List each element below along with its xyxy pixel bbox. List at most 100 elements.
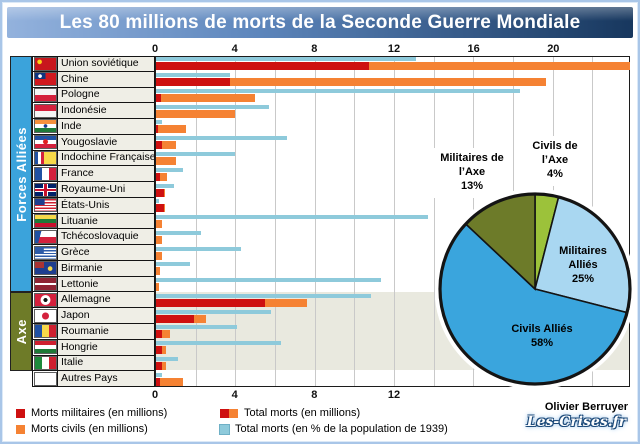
country-label: Hongrie [61, 340, 98, 353]
deaths-stacked-bar [156, 141, 630, 150]
civilian-deaths-bar [156, 283, 159, 292]
country-flag-icon [34, 262, 56, 275]
country-bars [155, 119, 630, 135]
deaths-stacked-bar [156, 156, 630, 165]
country-row: Royaume-Uni [32, 182, 630, 198]
country-row: États-Unis [32, 197, 630, 214]
country-row: Italie [32, 355, 630, 372]
country-row: Grèce [32, 245, 630, 261]
civilian-deaths-bar [156, 109, 236, 118]
country-bars [155, 166, 630, 182]
country-label-cell: France [58, 166, 155, 183]
country-row: France [32, 166, 630, 183]
civilian-deaths-bar [368, 62, 630, 71]
country-rows: Union soviétique Chine Pologne Indonésie Ind… [10, 56, 630, 388]
military-deaths-bar [156, 346, 162, 355]
civilian-deaths-bar [161, 361, 166, 370]
country-flag-icon [34, 183, 56, 196]
pct-population-bar [156, 230, 201, 235]
country-row: Lituanie [32, 213, 630, 230]
pie-label-militaires-allies-name: Militaires Alliés [559, 245, 607, 271]
civilian-deaths-bar [156, 267, 160, 276]
country-label: Inde [61, 119, 82, 132]
deaths-stacked-bar [156, 235, 630, 244]
deaths-stacked-bar [156, 251, 630, 260]
country-flag-cell [32, 197, 58, 214]
military-deaths-bar [156, 204, 164, 213]
pie-label-militaires-axe-value: 13% [460, 179, 484, 192]
country-bars [155, 182, 630, 198]
military-swatch-icon [16, 408, 25, 418]
country-flag-cell [32, 150, 58, 167]
civilian-deaths-bar [156, 220, 162, 229]
country-flag-icon [34, 372, 56, 385]
legend-label-total-pct: Total morts (en % de la population de 19… [235, 423, 448, 435]
gridline [393, 57, 395, 386]
top-x-axis-track: 0 4 8 12 16 20 [151, 39, 630, 56]
pct-population-bar [156, 372, 162, 377]
x-axis-tick-label: 20 [547, 43, 560, 55]
country-flag-icon [34, 136, 56, 149]
pie-label-civils-axe: Civils de l’Axe 4% [518, 136, 592, 186]
deaths-stacked-bar [156, 267, 630, 276]
military-deaths-bar [156, 314, 194, 323]
legend-item-morts-militaires: Morts militaires (en millions) [16, 407, 167, 419]
x-axis-tick-label: 16 [467, 43, 480, 55]
country-label: Chine [61, 72, 89, 85]
x-axis-tick-label: 8 [311, 43, 318, 55]
military-deaths-bar [156, 125, 158, 134]
deaths-stacked-bar [156, 377, 630, 386]
deaths-stacked-bar [156, 109, 630, 118]
country-flag-cell [32, 308, 58, 325]
pct-population-bar [156, 325, 238, 330]
total-swatch-icon [220, 408, 238, 418]
country-flag-cell [32, 182, 58, 198]
x-axis-tick-label: 0 [151, 389, 159, 401]
site-logo: Les-Crises.fr [526, 414, 626, 430]
country-bars [155, 88, 630, 104]
deaths-stacked-bar [156, 93, 630, 102]
x-axis-tick-label: 0 [151, 43, 159, 55]
country-bars [155, 356, 630, 372]
country-flag-icon [34, 230, 56, 243]
civilian-deaths-bar [161, 330, 170, 339]
country-flag-icon [34, 309, 56, 322]
deaths-stacked-bar [156, 172, 630, 181]
country-label-cell: Roumanie [58, 324, 155, 340]
country-bars [155, 151, 630, 167]
country-label: Royaume-Uni [61, 183, 126, 195]
country-row: Hongrie [32, 339, 630, 356]
military-deaths-bar [156, 330, 162, 339]
country-row: Chine [32, 71, 630, 88]
pct-population-bar [156, 120, 162, 125]
legend: Morts militaires (en millions) Morts civ… [10, 404, 510, 438]
country-bars [155, 135, 630, 151]
country-label-cell: Yougoslavie [58, 134, 155, 151]
deaths-stacked-bar [156, 314, 630, 323]
country-bars [155, 261, 630, 277]
civilian-deaths-bar [156, 251, 162, 260]
country-label: Union soviétique [61, 57, 139, 70]
country-flag-icon [34, 88, 56, 101]
bottom-x-axis-track: 0 4 8 12 [151, 388, 630, 403]
country-flag-cell [32, 324, 58, 340]
pie-label-civils-allies-name: Civils Alliés [511, 323, 573, 335]
country-bars [155, 103, 630, 119]
country-bars [155, 72, 630, 88]
deaths-stacked-bar [156, 283, 630, 292]
pie-label-militaires-axe-name: Militaires de l’Axe [440, 152, 504, 179]
country-flag-cell [32, 260, 58, 277]
top-x-axis: 0 4 8 12 16 20 [10, 39, 630, 56]
country-label-cell: Allemagne [58, 292, 155, 309]
pct-population-bar [156, 136, 288, 141]
author-credit: Olivier Berruyer [544, 401, 628, 413]
country-label-cell: Union soviétique [58, 56, 155, 72]
country-flag-icon [34, 151, 56, 164]
country-label-cell: Birmanie [58, 260, 155, 277]
country-bars [155, 308, 630, 324]
country-label: Grèce [61, 246, 90, 259]
military-deaths-bar [156, 93, 161, 102]
deaths-stacked-bar [156, 188, 630, 197]
pie-label-civils-allies: Civils Alliés 58% [498, 323, 586, 351]
country-label-cell: Lituanie [58, 213, 155, 230]
